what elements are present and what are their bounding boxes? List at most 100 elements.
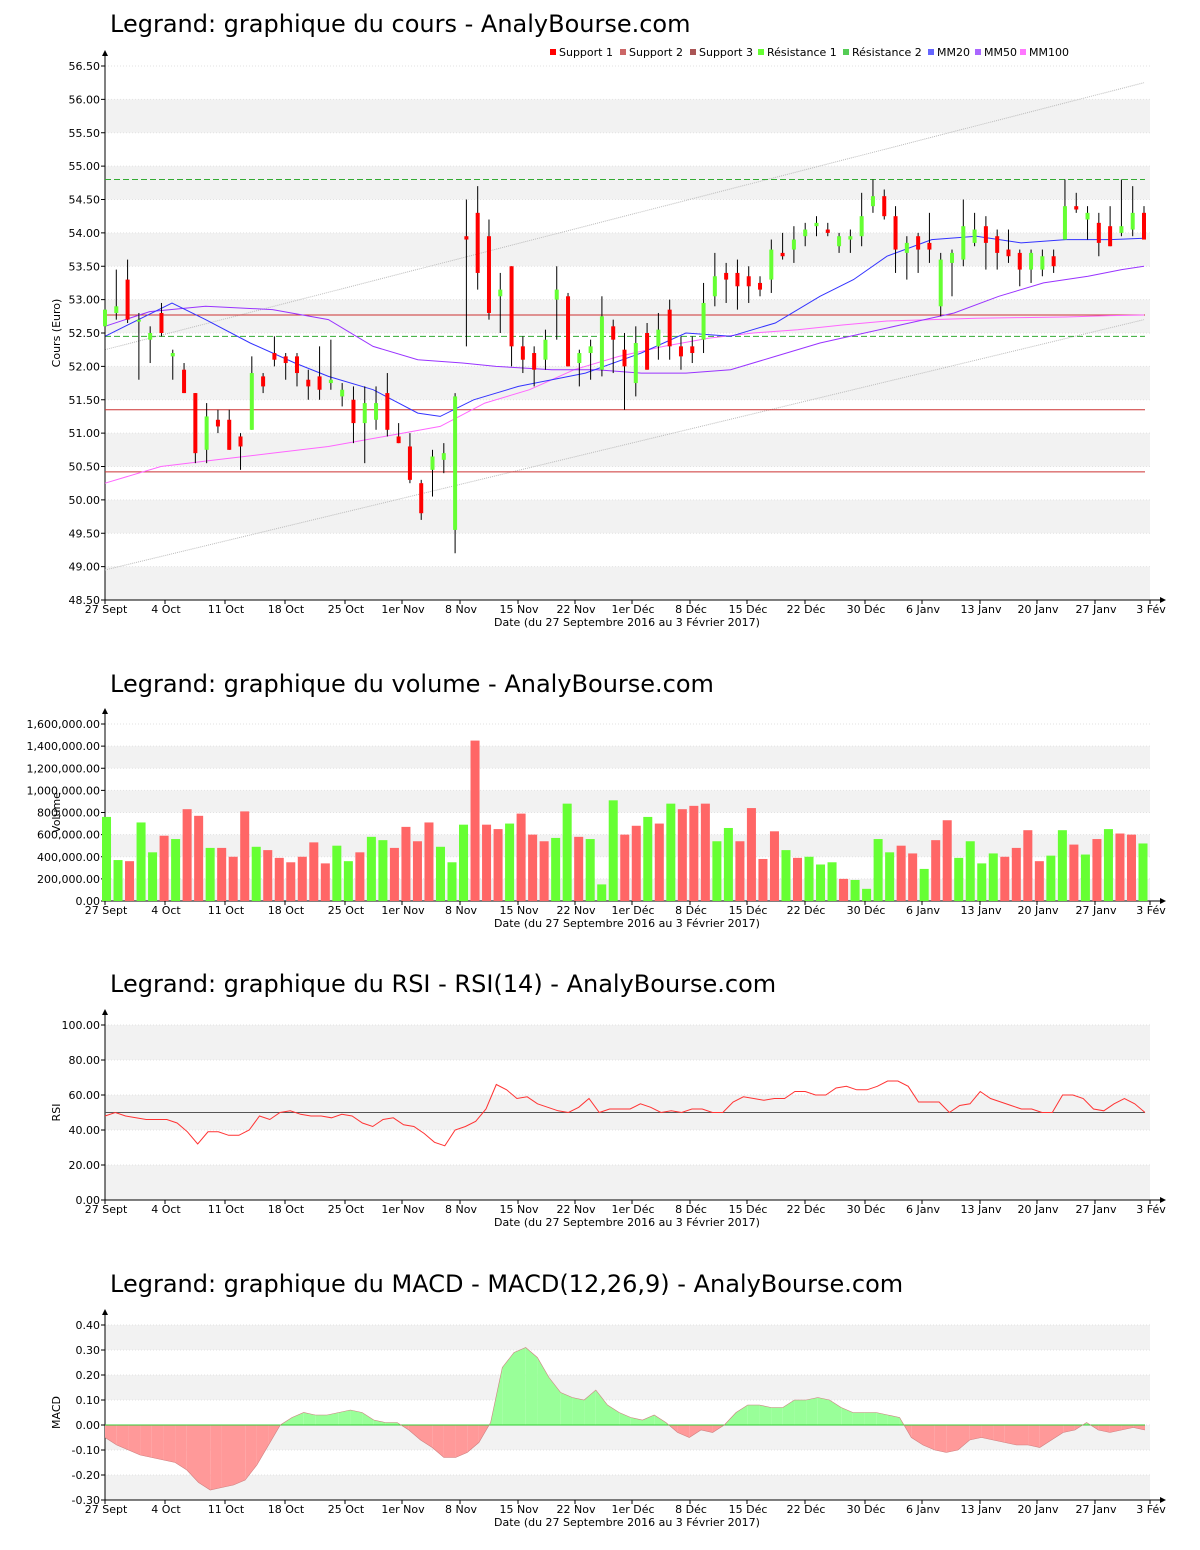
candle-body [317, 376, 322, 390]
candle-body [611, 326, 616, 340]
volume-bar [1069, 844, 1079, 901]
volume-bar [378, 840, 388, 901]
y-tick-label: -0.20 [72, 1469, 100, 1482]
y-tick-label: 52.50 [69, 327, 101, 340]
volume-bar [1011, 847, 1021, 901]
x-tick-label: 4 Oct [151, 1503, 181, 1516]
x-tick-label: 15 Nov [500, 904, 539, 917]
macd-negative-area [1109, 1425, 1122, 1433]
x-axis-arrow [1160, 1197, 1166, 1203]
volume-bar [654, 823, 664, 901]
volume-bar [850, 879, 860, 901]
x-tick-label: 1er Déc [611, 904, 654, 917]
x-tick-label: 27 Janv [1076, 904, 1117, 917]
x-tick-label: 6 Janv [906, 904, 940, 917]
volume-bar [1138, 843, 1148, 901]
volume-bar [251, 846, 261, 901]
macd-negative-area [993, 1425, 1005, 1443]
y-tick-label: 600,000.00 [37, 829, 100, 842]
volume-bar [919, 868, 929, 901]
volume-bar [804, 856, 814, 901]
candle-body [306, 379, 311, 387]
macd-positive-area [817, 1397, 830, 1425]
x-tick-label: 18 Oct [268, 1203, 305, 1216]
x-tick-label: 4 Oct [151, 1203, 181, 1216]
x-tick-label: 8 Déc [675, 1203, 707, 1216]
volume-bar [148, 852, 158, 901]
y-tick-label: 800,000.00 [37, 807, 100, 820]
x-tick-label: 8 Déc [675, 603, 707, 616]
x-tick-label: 15 Déc [729, 603, 768, 616]
candle-body [724, 272, 729, 280]
volume-bar [205, 847, 215, 901]
candle-body [1108, 226, 1113, 247]
y-tick-label: 1,400,000.00 [27, 740, 100, 753]
candle-body [543, 339, 548, 360]
x-tick-label: 1er Déc [611, 1503, 654, 1516]
volume-bar [228, 856, 238, 901]
volume-bar [320, 863, 330, 901]
candle-body [791, 239, 796, 250]
volume-bar [746, 808, 756, 901]
volume-bar [1046, 855, 1056, 901]
macd-negative-area [689, 1425, 701, 1438]
macd-negative-area [1028, 1425, 1040, 1448]
legend-swatch [843, 49, 849, 55]
x-tick-label: 15 Déc [729, 904, 768, 917]
x-axis-label: Date (du 27 Septembre 2016 au 3 Février … [494, 917, 760, 930]
y-tick-label: -0.10 [72, 1444, 100, 1457]
macd-negative-area [443, 1425, 456, 1458]
volume-bar [896, 845, 906, 901]
macd-negative-area [175, 1425, 187, 1470]
y-tick-label: -0.30 [72, 1494, 100, 1507]
rsi-chart: 0.00 20.00 40.00 60.00 80.00 100.00 27 Sept 4 O… [50, 1009, 1166, 1229]
candle-body [1040, 256, 1045, 270]
candle-body [554, 289, 559, 300]
candle-body [328, 379, 333, 384]
macd-positive-area [549, 1377, 561, 1425]
x-tick-label: 25 Oct [328, 603, 365, 616]
x-tick-label: 25 Oct [328, 904, 365, 917]
y-tick-label: 56.00 [69, 93, 101, 106]
y-tick-label: 51.00 [69, 427, 101, 440]
volume-bar [1092, 839, 1102, 901]
x-tick-label: 22 Déc [787, 603, 826, 616]
x-tick-label: 8 Nov [445, 904, 477, 917]
macd-negative-area [245, 1425, 257, 1480]
macd-negative-area [105, 1425, 117, 1445]
macd-negative-area [1121, 1425, 1134, 1430]
x-tick-label: 30 Déc [847, 1503, 886, 1516]
candle-body [182, 369, 187, 394]
grid-band [105, 499, 1150, 534]
candle-body [814, 222, 819, 227]
macd-chart: -0.30 -0.20 -0.10 0.00 0.10 0.20 0.30 0.40 27 Se… [50, 1309, 1166, 1529]
macd-positive-area [525, 1347, 538, 1425]
macd-positive-area [759, 1405, 772, 1425]
rsi-chart-title: Legrand: graphique du RSI - RSI(14) - An… [110, 970, 777, 998]
candle-body [249, 373, 254, 430]
volume-bar [781, 850, 791, 901]
y-tick-label: 0.00 [76, 895, 101, 908]
macd-positive-area [841, 1407, 853, 1425]
volume-bar [574, 836, 584, 901]
macd-negative-area [408, 1425, 421, 1440]
macd-negative-area [186, 1425, 199, 1483]
y-tick-label: 54.50 [69, 194, 101, 207]
volume-bar [954, 857, 964, 901]
candle-body [498, 289, 503, 297]
candle-body [983, 226, 988, 243]
volume-bar [562, 803, 572, 901]
x-tick-label: 22 Nov [557, 1503, 596, 1516]
candle-body [622, 349, 627, 367]
volume-bar [240, 811, 250, 901]
volume-bar [965, 841, 975, 901]
x-tick-label: 15 Nov [500, 603, 539, 616]
legend-swatch [975, 49, 981, 55]
candle-body [712, 276, 717, 297]
y-tick-label: 55.50 [69, 127, 101, 140]
x-tick-label: 15 Déc [729, 1203, 768, 1216]
x-tick-label: 4 Oct [151, 603, 181, 616]
volume-bar [827, 862, 837, 901]
x-tick-label: 4 Oct [151, 904, 181, 917]
